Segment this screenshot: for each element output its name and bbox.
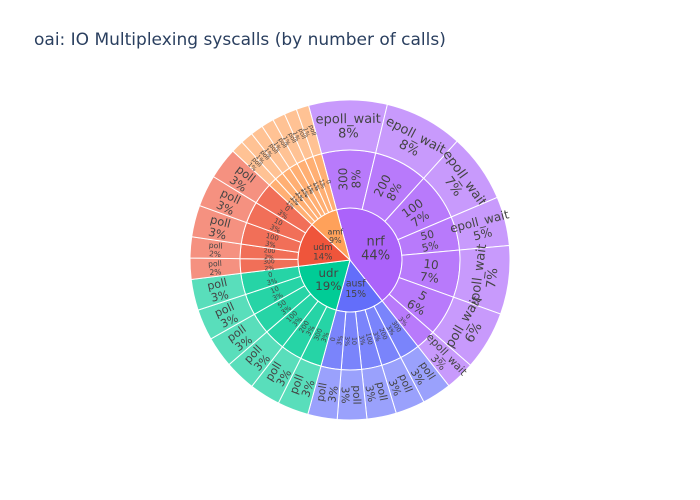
slice-label-ausf-0-poll: poll3%	[315, 382, 342, 405]
slice-label-amf-5-poll: poll1%	[291, 127, 308, 142]
slice-label-udm-200: 2002%	[263, 247, 276, 261]
slice-label-ausf-0: 03%	[329, 334, 345, 346]
slice-label-amf-10-poll: poll1%	[281, 132, 298, 148]
slice-label-udr-10: 103%	[268, 284, 284, 302]
slice-amf-0-poll[interactable]	[295, 104, 323, 158]
slice-label-nrf-10: 107%	[419, 256, 441, 285]
slice-label-amf-10: 101%	[305, 181, 322, 196]
slice-label-ausf-100: 1003%	[357, 332, 373, 347]
slice-label-amf-50-poll: poll1%	[271, 137, 288, 154]
slice-label-nrf-300-epoll-wait: epoll_wait8%	[316, 112, 382, 142]
slice-label-amf: amf 9%	[328, 227, 344, 245]
slice-label-amf-5: 51%	[311, 178, 327, 192]
slice-label-amf-50: 501%	[299, 183, 316, 198]
slice-label-ausf-200: 2003%	[371, 327, 388, 343]
slice-label-ausf-10: 103%	[343, 336, 357, 346]
slice-label-udr-0: 03%	[264, 270, 278, 287]
slice-label-udm-100: 1003%	[263, 232, 279, 250]
slice-label-amf-0: 01%	[317, 176, 333, 189]
slice-label-udr-10-poll: poll3%	[213, 300, 242, 331]
chart-title: oai: IO Multiplexing syscalls (by number…	[34, 30, 446, 50]
slice-label-udr-0-poll: poll3%	[206, 276, 231, 305]
slice-label-nrf-300: 3008%	[336, 167, 363, 190]
slice-label-ausf-100-poll: poll3%	[362, 381, 389, 404]
slice-label-ausf: ausf 15%	[345, 279, 366, 300]
slice-label-udm-300: 3002%	[263, 258, 275, 272]
slice-label-udr-300: 3003%	[312, 327, 331, 344]
slice-label-udr-300-poll: poll3%	[287, 373, 318, 401]
slice-label-ausf-10-poll: poll3%	[339, 385, 363, 404]
slice-label-udm-100-poll: poll3%	[206, 212, 232, 243]
slice-label-amf-0-poll: poll1%	[301, 124, 317, 139]
slice-label-udm-200-poll: poll2%	[208, 241, 223, 259]
slice-label-nrf-0: 03%	[397, 311, 414, 328]
slice-label-nrf: nrf 44%	[361, 234, 390, 263]
slice-label-udr: udr 19%	[315, 266, 341, 293]
slice-label-udm-300-poll: poll2%	[208, 259, 223, 277]
slice-label-udm: udm 14%	[313, 243, 332, 263]
slice-label-nrf-50: 505%	[418, 228, 440, 255]
